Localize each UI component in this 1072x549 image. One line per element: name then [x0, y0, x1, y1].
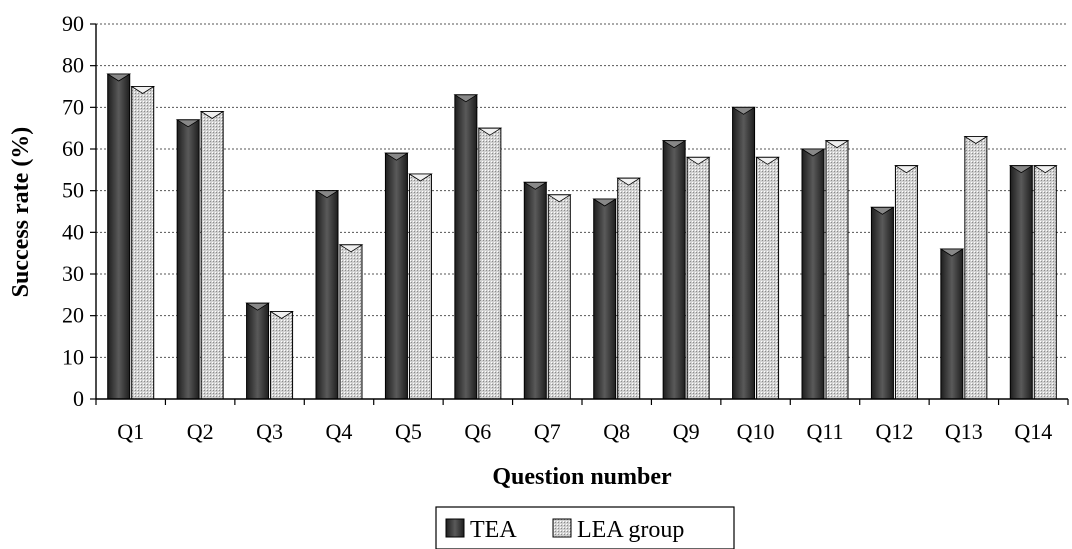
bar-lea-q1: [130, 86, 156, 400]
bar-lea-q7: [546, 194, 572, 400]
bar-tea-q6: [453, 94, 479, 400]
x-axis-tick-labels: Q1 Q2 Q3 Q4 Q5 Q6 Q7 Q8 Q9 Q10 Q11 Q12 Q13 Q14: [117, 419, 1052, 444]
y-tick-label: 10: [62, 344, 84, 369]
y-tick-label: 20: [62, 303, 84, 328]
legend: TEA LEA group: [435, 506, 735, 549]
bar-lea-q14: [1032, 165, 1058, 400]
bar-tea-q5: [384, 152, 409, 400]
legend-swatch-lea: [552, 518, 572, 538]
y-tick-label: 40: [62, 219, 84, 244]
bar-lea-q2: [199, 111, 225, 400]
y-tick-label: 60: [62, 136, 84, 161]
y-tick-label: 30: [62, 261, 84, 286]
bar-tea-q7: [522, 181, 548, 400]
y-tick-label: 70: [62, 94, 84, 119]
x-tick-label: Q8: [603, 419, 630, 444]
bar-tea-q11: [800, 148, 826, 400]
y-tick-label: 50: [62, 178, 84, 203]
x-axis-title: Question number: [492, 464, 672, 490]
gridlines: [96, 23, 1068, 358]
x-tick-label: Q11: [806, 419, 843, 444]
bar-tea-q3: [245, 302, 270, 400]
bar-tea-q13: [939, 248, 965, 400]
legend-label-lea: LEA group: [577, 517, 684, 543]
bar-tea-q9: [661, 140, 687, 400]
bar-lea-q10: [755, 156, 780, 400]
legend-frame: [435, 506, 735, 549]
bar-tea-q12: [870, 206, 895, 400]
bar-lea-q8: [616, 177, 642, 400]
bar-tea-q1: [106, 73, 132, 400]
bar-lea-q3: [269, 311, 294, 400]
y-axis-title: Success rate (%): [8, 127, 34, 298]
bar-lea-q12: [894, 165, 919, 400]
bar-tea-q10: [731, 106, 756, 400]
bar-lea-q6: [477, 127, 503, 400]
legend-swatch-tea: [445, 518, 465, 538]
x-tick-label: Q12: [875, 419, 913, 444]
bar-tea-q14: [1008, 165, 1034, 400]
bar-lea-q9: [685, 156, 711, 400]
y-tick-label: 80: [62, 53, 84, 78]
x-tick-label: Q2: [187, 419, 214, 444]
x-tick-label: Q10: [737, 419, 775, 444]
x-tick-label: Q7: [534, 419, 561, 444]
axes: [90, 23, 1069, 405]
legend-label-tea: TEA: [470, 517, 517, 543]
y-tick-label: 0: [73, 386, 84, 411]
bar-lea-q11: [824, 140, 850, 400]
bar-lea-q4: [338, 244, 364, 400]
x-tick-label: Q13: [945, 419, 983, 444]
bar-lea-q13: [963, 136, 989, 400]
x-tick-label: Q5: [395, 419, 422, 444]
x-tick-label: Q9: [673, 419, 700, 444]
y-axis-ticks: 0 10 20 30 40 50 60 70 80 90: [62, 11, 84, 411]
x-tick-label: Q3: [256, 419, 283, 444]
x-tick-label: Q14: [1014, 419, 1052, 444]
x-tick-label: Q4: [326, 419, 353, 444]
bar-tea-q4: [314, 190, 340, 400]
bar-tea-q8: [592, 198, 618, 400]
bars: [106, 73, 1058, 400]
x-tick-label: Q1: [117, 419, 144, 444]
y-tick-label: 90: [62, 11, 84, 36]
bar-lea-q5: [408, 173, 433, 400]
bar-tea-q2: [175, 119, 201, 400]
x-tick-label: Q6: [464, 419, 491, 444]
